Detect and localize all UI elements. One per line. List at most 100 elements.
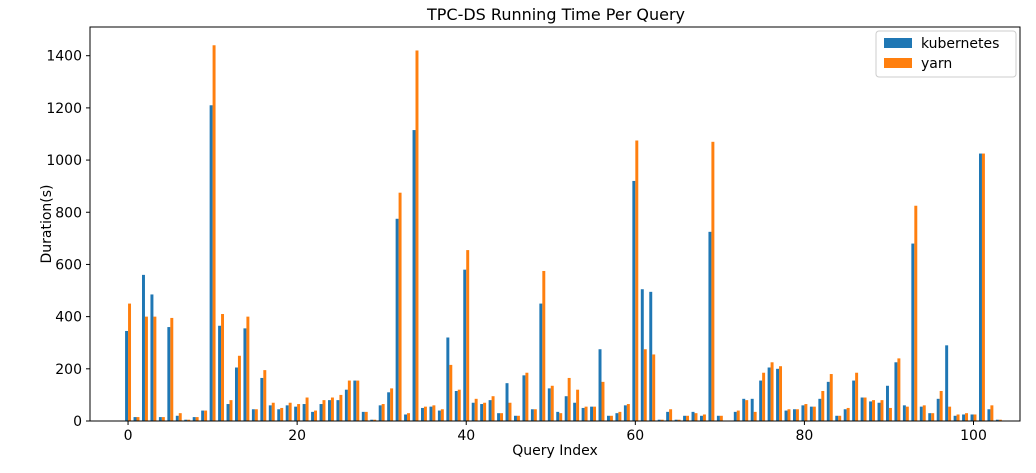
bar-kubernetes-79 [793, 409, 796, 421]
bar-kubernetes-57 [607, 415, 610, 421]
bar-kubernetes-45 [505, 383, 509, 421]
bar-yarn-103 [998, 419, 1002, 421]
bar-yarn-24 [330, 397, 334, 421]
x-axis-label: Query Index [512, 443, 598, 459]
bar-yarn-31 [390, 388, 394, 421]
bar-yarn-28 [364, 411, 368, 421]
bar-kubernetes-6 [175, 415, 179, 421]
bar-yarn-50 [550, 385, 554, 421]
bar-kubernetes-39 [454, 390, 458, 421]
bar-kubernetes-10 [209, 105, 213, 421]
bar-yarn-68 [702, 414, 706, 421]
y-tick-label: 1200 [46, 101, 82, 117]
bar-kubernetes-23 [319, 404, 323, 421]
bar-kubernetes-55 [590, 406, 594, 421]
bar-yarn-6 [178, 413, 182, 421]
bar-kubernetes-16 [260, 377, 264, 421]
bar-kubernetes-20 [294, 406, 298, 421]
bar-yarn-54 [584, 406, 588, 421]
y-tick-label: 600 [55, 257, 82, 273]
bar-kubernetes-48 [530, 409, 534, 421]
bar-yarn-9 [204, 410, 208, 421]
bar-yarn-79 [795, 409, 799, 421]
bar-yarn-22 [314, 410, 318, 421]
bar-kubernetes-51 [556, 411, 560, 421]
bar-yarn-72 [736, 410, 740, 421]
bar-yarn-81 [812, 406, 816, 421]
bar-yarn-33 [407, 413, 411, 421]
bar-yarn-70 [719, 415, 723, 421]
bar-yarn-100 [973, 414, 977, 421]
bar-kubernetes-59 [623, 405, 627, 421]
bar-yarn-30 [381, 404, 385, 421]
bar-kubernetes-62 [649, 291, 653, 421]
bar-yarn-84 [838, 415, 842, 421]
bar-kubernetes-81 [809, 406, 813, 421]
legend-label-yarn: yarn [921, 56, 952, 72]
bar-kubernetes-90 [886, 385, 889, 421]
bar-kubernetes-43 [488, 400, 492, 421]
bar-yarn-95 [931, 413, 935, 421]
bar-kubernetes-98 [953, 415, 957, 421]
bar-yarn-25 [339, 394, 343, 421]
bar-kubernetes-67 [691, 411, 695, 421]
bar-yarn-77 [779, 366, 783, 421]
bar-kubernetes-25 [336, 400, 340, 421]
bar-yarn-10 [212, 45, 216, 421]
bar-kubernetes-22 [311, 411, 315, 421]
bar-kubernetes-38 [446, 337, 450, 421]
bar-yarn-53 [576, 389, 580, 421]
bar-yarn-52 [567, 377, 571, 421]
bar-yarn-49 [542, 270, 546, 421]
bar-yarn-18 [280, 407, 284, 421]
bar-yarn-2 [144, 316, 148, 421]
bar-yarn-37 [440, 409, 444, 421]
bar-kubernetes-56 [598, 349, 602, 421]
bar-kubernetes-77 [776, 368, 780, 421]
bar-kubernetes-30 [378, 405, 382, 421]
bar-yarn-51 [559, 413, 563, 421]
bar-kubernetes-95 [928, 413, 932, 421]
bar-yarn-17 [271, 402, 275, 421]
bar-kubernetes-15 [251, 409, 255, 421]
bar-yarn-102 [990, 405, 994, 421]
bar-kubernetes-61 [640, 289, 644, 421]
bar-kubernetes-82 [818, 398, 822, 421]
bar-yarn-97 [948, 406, 952, 421]
bar-kubernetes-76 [767, 367, 771, 421]
bar-kubernetes-60 [632, 180, 636, 421]
bar-kubernetes-26 [344, 389, 348, 421]
bar-yarn-42 [483, 402, 487, 421]
bar-yarn-12 [229, 400, 233, 421]
y-tick-label: 200 [55, 362, 82, 378]
bar-kubernetes-29 [370, 419, 374, 421]
bar-yarn-5 [170, 317, 174, 421]
bar-yarn-43 [491, 396, 495, 421]
bar-yarn-0 [128, 303, 132, 421]
bar-yarn-4 [161, 417, 165, 421]
bar-kubernetes-73 [742, 398, 746, 421]
bar-yarn-27 [356, 380, 360, 421]
bar-yarn-59 [626, 404, 630, 421]
plot-frame [89, 26, 1021, 422]
bar-kubernetes-64 [666, 411, 670, 421]
bar-kubernetes-11 [218, 325, 222, 421]
bar-yarn-47 [525, 372, 529, 421]
x-tick-label: 20 [288, 428, 306, 444]
bar-yarn-41 [474, 398, 478, 421]
bar-yarn-64 [669, 409, 673, 421]
bar-yarn-75 [762, 372, 766, 421]
x-tick-label: 100 [960, 428, 987, 444]
x-tick-label: 0 [124, 428, 133, 444]
bar-kubernetes-86 [852, 380, 856, 421]
bar-kubernetes-50 [547, 388, 551, 421]
bar-kubernetes-68 [700, 415, 703, 421]
bar-kubernetes-83 [826, 381, 830, 421]
bar-yarn-3 [153, 316, 157, 421]
y-tick-label: 0 [73, 414, 82, 430]
bar-yarn-32 [398, 192, 402, 421]
bar-kubernetes-19 [285, 405, 289, 421]
bar-kubernetes-49 [539, 303, 543, 421]
bar-kubernetes-9 [201, 410, 205, 421]
